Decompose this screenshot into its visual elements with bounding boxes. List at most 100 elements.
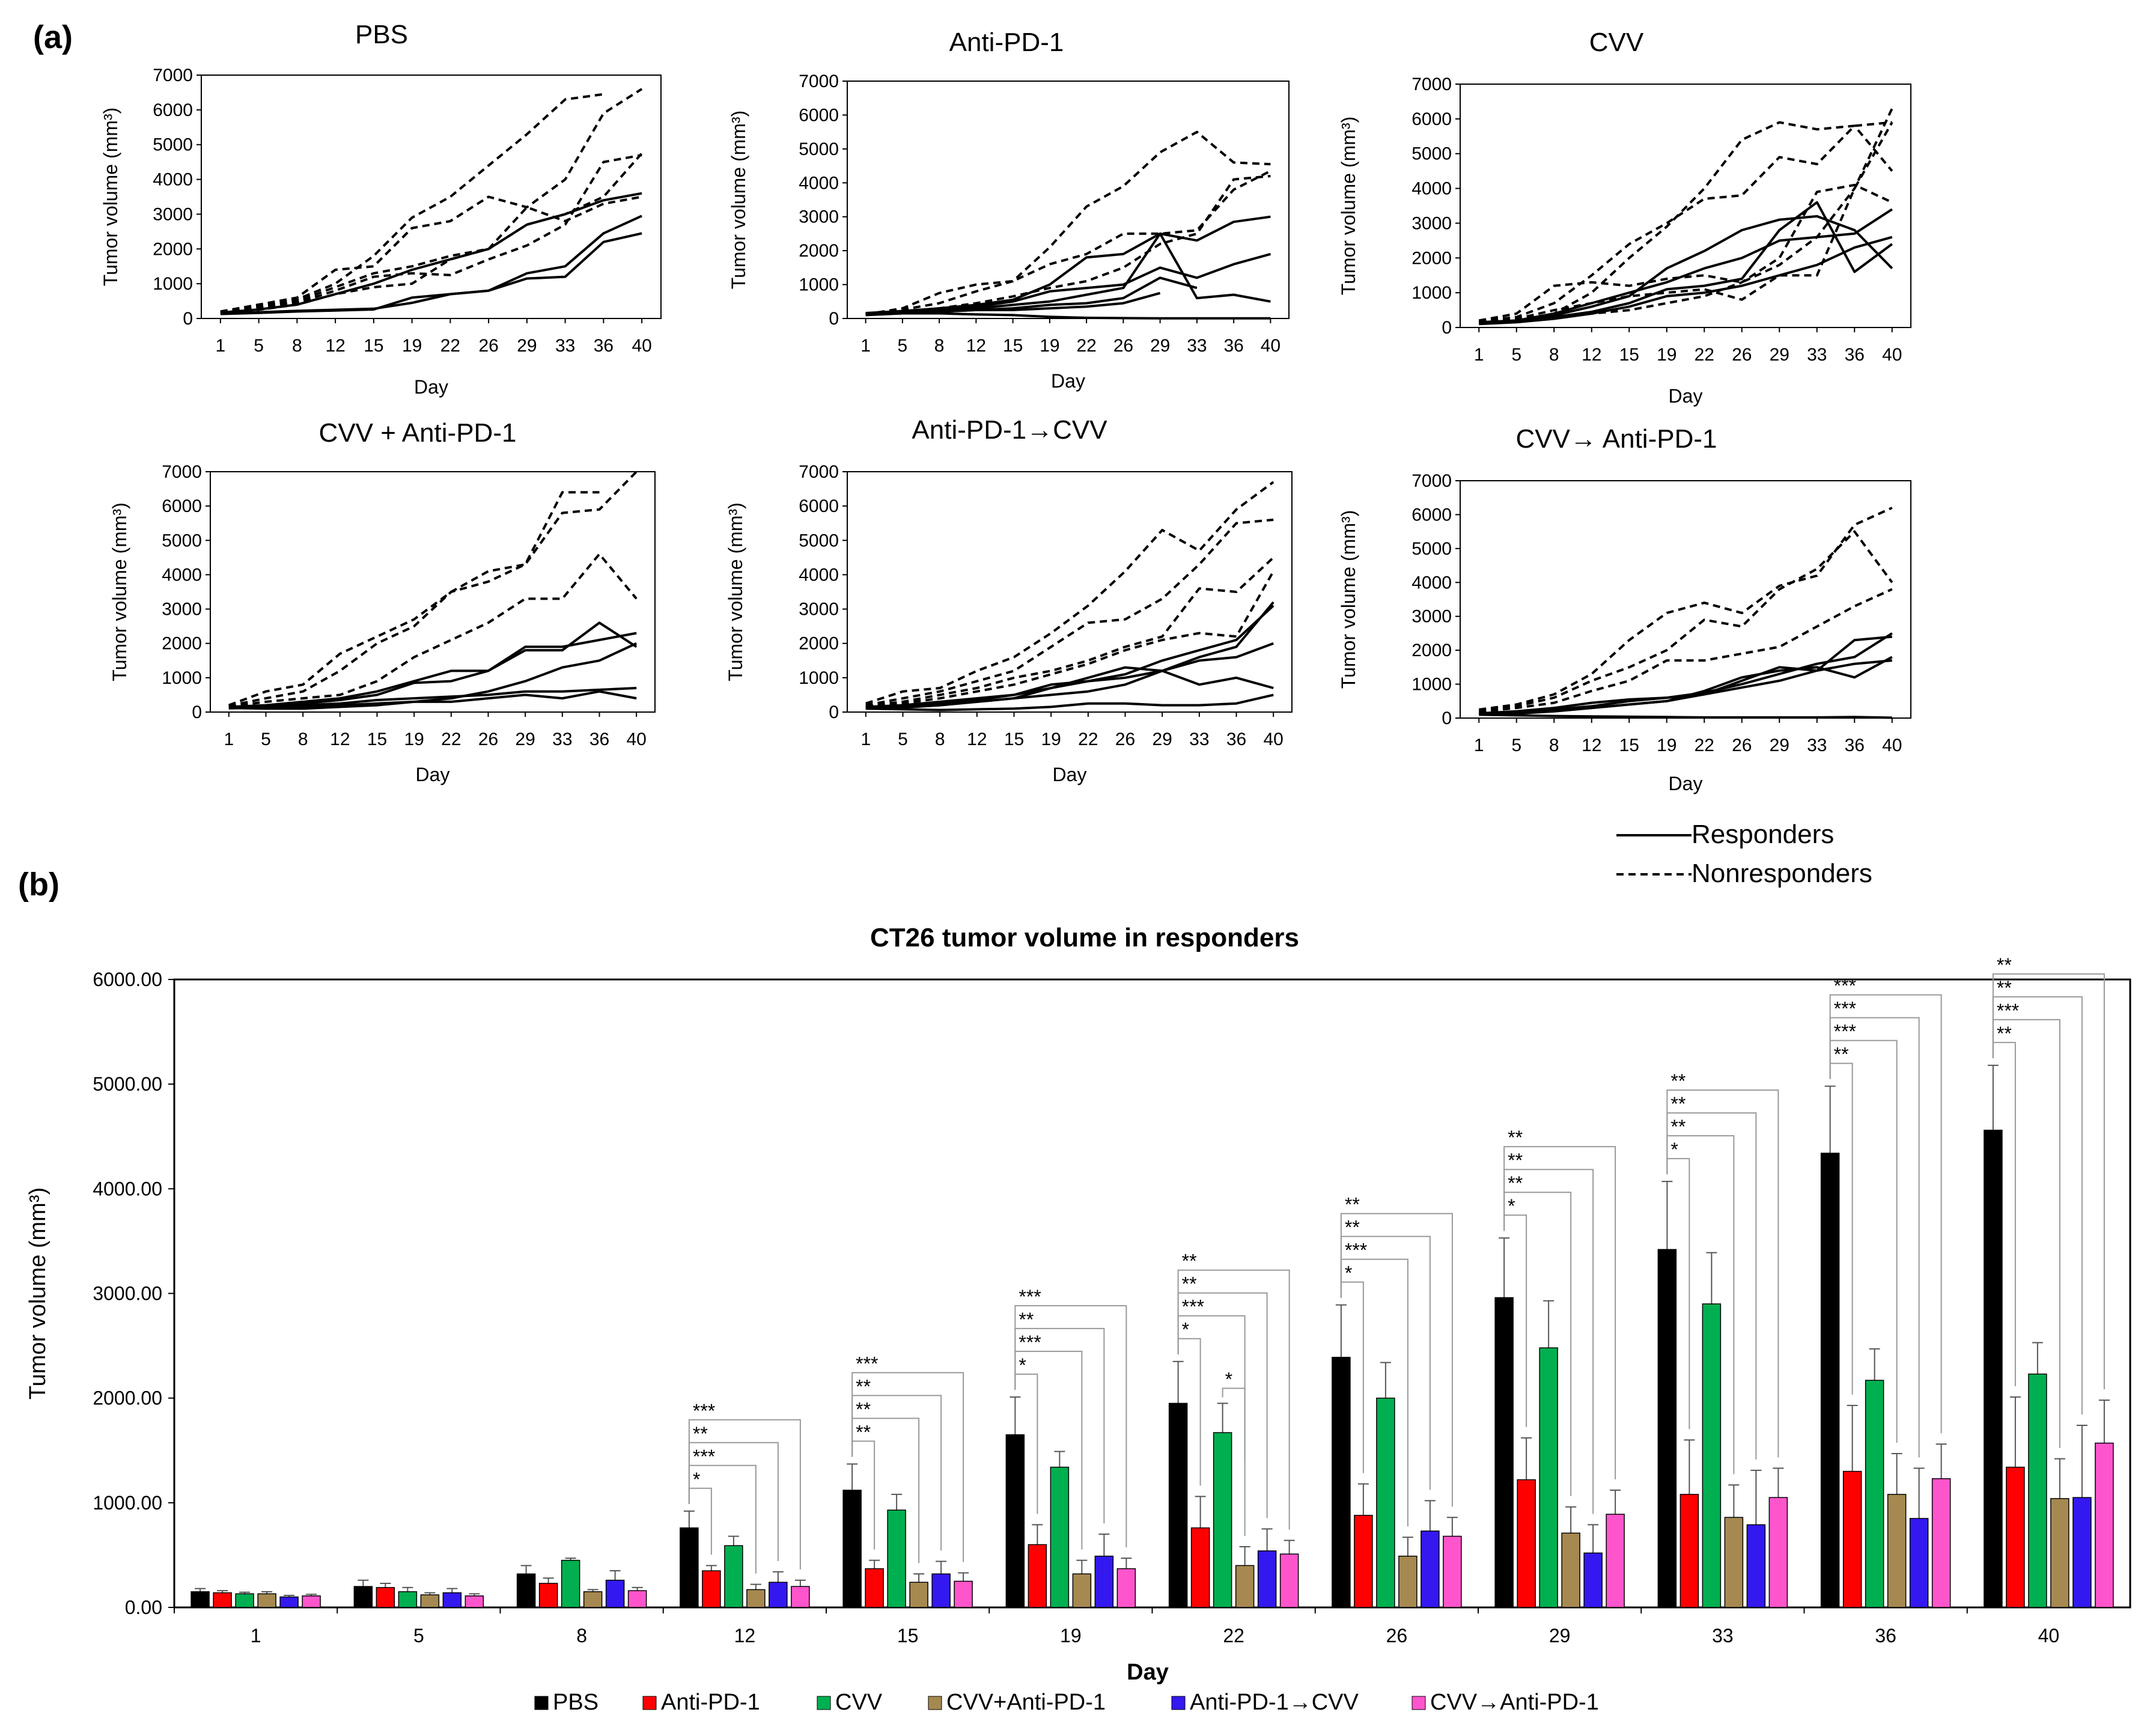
x-tick-label: 40 bbox=[1261, 336, 1281, 356]
y-tick-label: 1000 bbox=[1412, 283, 1452, 303]
bar-anti-pd-1-day-29 bbox=[1517, 1479, 1536, 1608]
bar-cvv-anti-pd-1-day-8 bbox=[627, 1590, 647, 1608]
x-tick-label: 19 bbox=[1657, 736, 1676, 755]
bar-cvv-anti-pd-1-day-22 bbox=[1235, 1565, 1255, 1608]
significance-mark: *** bbox=[1019, 1332, 1041, 1353]
bar-cvv-day-19 bbox=[1050, 1466, 1070, 1608]
bar-cvv-anti-pd-1-day-1 bbox=[257, 1593, 276, 1608]
x-tick-label: 29 bbox=[515, 729, 535, 749]
bar-anti-pd-1-cvv-day-36 bbox=[1909, 1518, 1929, 1608]
significance-mark: * bbox=[1670, 1139, 1678, 1160]
significance-mark: * bbox=[1345, 1262, 1352, 1284]
x-tick-label: 19 bbox=[1040, 336, 1059, 356]
nonresponder-line-7 bbox=[228, 471, 638, 707]
significance-mark: ** bbox=[1670, 1116, 1686, 1138]
legend-label-1: PBS bbox=[553, 1690, 598, 1715]
significance-mark: ** bbox=[1670, 1093, 1686, 1115]
bar-cvv-day-12 bbox=[724, 1545, 743, 1608]
legend-label-2: Anti-PD-1 bbox=[661, 1690, 760, 1715]
x-axis-label: Day bbox=[1669, 385, 1703, 407]
bar-cvv-anti-pd-1-day-12 bbox=[791, 1586, 810, 1608]
x-tick-label: 5 bbox=[898, 336, 908, 356]
panel-a-label: (a) bbox=[33, 19, 73, 55]
nonresponder-line-4 bbox=[220, 195, 642, 313]
bar-pbs-day-19 bbox=[1005, 1434, 1025, 1608]
x-tick-label: 40 bbox=[1263, 729, 1283, 749]
bar-x-axis-label: Day bbox=[1127, 1660, 1169, 1685]
bar-cvv-day-26 bbox=[1376, 1397, 1395, 1608]
bar-x-tick-label: 29 bbox=[1549, 1625, 1571, 1646]
y-tick-label: 5000 bbox=[162, 531, 202, 550]
significance-bracket bbox=[1014, 1350, 1083, 1550]
x-tick-label: 22 bbox=[1695, 736, 1714, 755]
y-tick-label: 5000 bbox=[153, 135, 193, 155]
y-tick-label: 1000 bbox=[162, 668, 202, 688]
line-legend: Responders Nonresponders bbox=[1616, 820, 1872, 888]
plot-frame bbox=[847, 471, 1293, 713]
y-tick-label: 5000 bbox=[1412, 539, 1452, 559]
y-tick-label: 6000 bbox=[1412, 505, 1452, 525]
bar-anti-pd-1-day-36 bbox=[1842, 1470, 1862, 1608]
significance-bracket bbox=[1503, 1146, 1616, 1479]
bar-x-tick-label: 5 bbox=[413, 1625, 424, 1646]
significance-mark: *** bbox=[1182, 1296, 1204, 1318]
plot-frame bbox=[1460, 480, 1911, 719]
bar-cvv-day-15 bbox=[887, 1509, 906, 1608]
nonresponder-line-8 bbox=[228, 553, 638, 708]
significance-bracket bbox=[1177, 1315, 1246, 1536]
y-tick-label: 2000 bbox=[1412, 248, 1452, 268]
nonresponder-line-9 bbox=[865, 175, 1271, 315]
bar-anti-pd-1-day-19 bbox=[1028, 1544, 1047, 1608]
legend-responders-label: Responders bbox=[1692, 820, 1834, 849]
line-chart-6: CVV→ Anti-PD-1 0 1000 2000 3000 4000 5000 6000 7… bbox=[1338, 424, 1911, 794]
x-tick-label: 22 bbox=[1695, 345, 1714, 365]
nonresponder-line-5 bbox=[1478, 108, 1893, 322]
y-tick-label: 2000 bbox=[799, 634, 839, 654]
responder-line-5 bbox=[228, 642, 638, 710]
bar-cvv-anti-pd-1-day-36 bbox=[1887, 1494, 1907, 1608]
y-tick-label: 7000 bbox=[799, 462, 839, 482]
y-tick-label: 3000 bbox=[799, 600, 839, 620]
bar-cvv-day-1 bbox=[235, 1593, 254, 1608]
significance-mark: *** bbox=[1834, 975, 1856, 997]
y-tick-label: 4000 bbox=[799, 173, 839, 193]
y-axis-label: Tumor volume (mm³) bbox=[100, 108, 121, 286]
x-tick-label: 1 bbox=[224, 729, 234, 749]
significance-mark: ** bbox=[1345, 1194, 1360, 1216]
x-tick-label: 26 bbox=[1113, 336, 1133, 356]
significance-mark: ** bbox=[1997, 954, 2012, 976]
responder-line-5 bbox=[865, 601, 1274, 710]
y-tick-label: 0 bbox=[1442, 318, 1452, 338]
responder-line-1 bbox=[1479, 713, 1892, 719]
bar-anti-pd-1-day-22 bbox=[1190, 1527, 1210, 1608]
bar-y-tick-label: 0.00 bbox=[125, 1597, 162, 1618]
significance-mark: ** bbox=[1182, 1250, 1197, 1272]
significance-bracket bbox=[1503, 1192, 1572, 1496]
bar-x-tick-label: 40 bbox=[2038, 1625, 2060, 1646]
significance-mark: ** bbox=[1182, 1273, 1197, 1295]
bar-cvv-day-5 bbox=[398, 1591, 418, 1608]
y-tick-label: 4000 bbox=[162, 565, 202, 585]
significance-mark: ** bbox=[1670, 1070, 1686, 1092]
x-tick-label: 40 bbox=[1882, 736, 1902, 755]
significance-mark: * bbox=[1508, 1195, 1515, 1217]
bar-anti-pd-1-cvv-day-12 bbox=[769, 1582, 788, 1608]
significance-mark: ** bbox=[1508, 1150, 1523, 1171]
bar-pbs-day-22 bbox=[1168, 1403, 1188, 1608]
nonresponder-line-7 bbox=[1479, 530, 1893, 713]
nonresponder-line-8 bbox=[1479, 588, 1893, 713]
bar-anti-pd-1-cvv-day-1 bbox=[279, 1596, 299, 1608]
significance-mark: *** bbox=[856, 1353, 878, 1374]
x-tick-label: 36 bbox=[1223, 336, 1243, 356]
x-tick-label: 33 bbox=[1807, 345, 1827, 365]
bar-cvv-anti-pd-1-day-5 bbox=[464, 1595, 484, 1608]
bar-x-tick-label: 36 bbox=[1875, 1625, 1896, 1646]
significance-mark: * bbox=[1019, 1354, 1026, 1376]
bar-cvv-anti-pd-1-day-26 bbox=[1398, 1555, 1418, 1608]
y-tick-label: 3000 bbox=[1412, 607, 1452, 627]
significance-mark: *** bbox=[1997, 1000, 2019, 1022]
line-chart-4: CVV + Anti-PD-1 0 1000 2000 3000 4000 5000 6000… bbox=[109, 418, 656, 785]
